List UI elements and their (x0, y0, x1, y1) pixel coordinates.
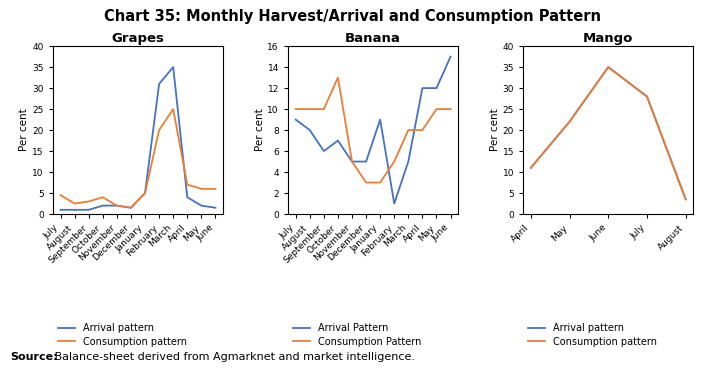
Legend: Arrival pattern, Consumption pattern: Arrival pattern, Consumption pattern (528, 323, 658, 347)
Y-axis label: Per cent: Per cent (490, 109, 500, 151)
Legend: Arrival pattern, Consumption pattern: Arrival pattern, Consumption pattern (58, 323, 187, 347)
Y-axis label: Per cent: Per cent (255, 109, 265, 151)
Text: Source:: Source: (11, 352, 58, 362)
Title: Grapes: Grapes (111, 32, 165, 45)
Text: Balance-sheet derived from Agmarknet and market intelligence.: Balance-sheet derived from Agmarknet and… (51, 352, 415, 362)
Y-axis label: Per cent: Per cent (20, 109, 30, 151)
Legend: Arrival Pattern, Consumption Pattern: Arrival Pattern, Consumption Pattern (293, 323, 422, 347)
Text: Chart 35: Monthly Harvest/Arrival and Consumption Pattern: Chart 35: Monthly Harvest/Arrival and Co… (103, 9, 601, 24)
Title: Banana: Banana (345, 32, 401, 45)
Title: Mango: Mango (583, 32, 634, 45)
